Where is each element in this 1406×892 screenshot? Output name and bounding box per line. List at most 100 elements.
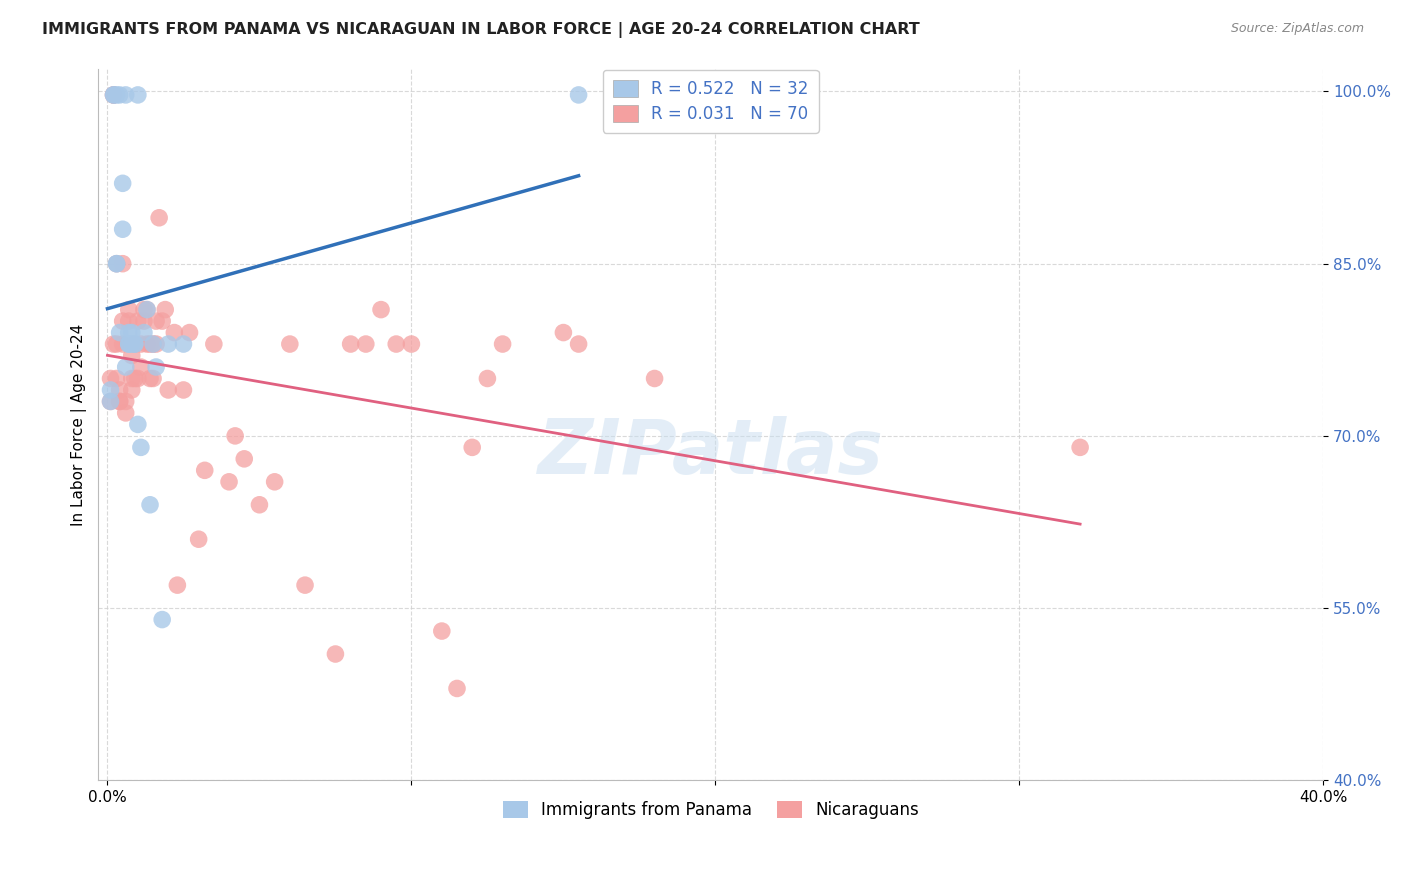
Point	[163, 326, 186, 340]
Point	[150, 314, 173, 328]
Point	[145, 314, 167, 328]
Point	[132, 314, 155, 328]
Point	[129, 337, 152, 351]
Point	[325, 647, 347, 661]
Point	[294, 578, 316, 592]
Point	[202, 337, 225, 351]
Point	[129, 359, 152, 374]
Point	[278, 337, 301, 351]
Point	[108, 326, 131, 340]
Point	[354, 337, 377, 351]
Point	[108, 394, 131, 409]
Point	[139, 498, 162, 512]
Point	[477, 371, 499, 385]
Point	[263, 475, 285, 489]
Point	[124, 337, 146, 351]
Point	[118, 326, 141, 340]
Point	[172, 383, 194, 397]
Point	[108, 383, 131, 397]
Point	[142, 371, 165, 385]
Point	[150, 613, 173, 627]
Point	[124, 337, 146, 351]
Point	[121, 349, 143, 363]
Point	[103, 87, 125, 102]
Point	[218, 475, 240, 489]
Point	[461, 441, 484, 455]
Point	[233, 451, 256, 466]
Point	[136, 302, 159, 317]
Point	[129, 441, 152, 455]
Point	[108, 394, 131, 409]
Point	[111, 257, 134, 271]
Point	[145, 359, 167, 374]
Point	[148, 211, 170, 225]
Point	[1069, 441, 1091, 455]
Point	[172, 337, 194, 351]
Point	[121, 326, 143, 340]
Point	[491, 337, 513, 351]
Point	[127, 371, 149, 385]
Point	[114, 394, 136, 409]
Point	[145, 337, 167, 351]
Point	[139, 371, 162, 385]
Point	[370, 302, 392, 317]
Point	[105, 87, 128, 102]
Point	[249, 498, 271, 512]
Point	[139, 337, 162, 351]
Point	[187, 532, 209, 546]
Point	[179, 326, 201, 340]
Point	[118, 337, 141, 351]
Point	[103, 87, 125, 102]
Text: IMMIGRANTS FROM PANAMA VS NICARAGUAN IN LABOR FORCE | AGE 20-24 CORRELATION CHAR: IMMIGRANTS FROM PANAMA VS NICARAGUAN IN …	[42, 22, 920, 38]
Point	[155, 302, 177, 317]
Point	[100, 371, 122, 385]
Point	[121, 337, 143, 351]
Point	[108, 87, 131, 102]
Point	[142, 337, 165, 351]
Point	[568, 87, 591, 102]
Point	[111, 222, 134, 236]
Point	[127, 314, 149, 328]
Point	[568, 337, 591, 351]
Point	[114, 406, 136, 420]
Point	[118, 302, 141, 317]
Point	[111, 177, 134, 191]
Text: ZIPatlas: ZIPatlas	[538, 416, 884, 490]
Point	[100, 394, 122, 409]
Point	[132, 326, 155, 340]
Point	[124, 371, 146, 385]
Point	[127, 87, 149, 102]
Point	[224, 429, 246, 443]
Point	[105, 337, 128, 351]
Point	[114, 87, 136, 102]
Point	[111, 314, 134, 328]
Point	[339, 337, 361, 351]
Point	[121, 371, 143, 385]
Point	[118, 314, 141, 328]
Point	[121, 383, 143, 397]
Point	[103, 87, 125, 102]
Point	[194, 463, 217, 477]
Legend: Immigrants from Panama, Nicaraguans: Immigrants from Panama, Nicaraguans	[496, 794, 925, 825]
Point	[385, 337, 408, 351]
Point	[114, 359, 136, 374]
Y-axis label: In Labor Force | Age 20-24: In Labor Force | Age 20-24	[72, 323, 87, 525]
Point	[103, 337, 125, 351]
Point	[124, 337, 146, 351]
Point	[118, 337, 141, 351]
Point	[105, 257, 128, 271]
Point	[111, 337, 134, 351]
Point	[430, 624, 453, 638]
Point	[166, 578, 188, 592]
Point	[157, 383, 180, 397]
Point	[105, 257, 128, 271]
Point	[136, 337, 159, 351]
Point	[401, 337, 423, 351]
Point	[553, 326, 575, 340]
Text: Source: ZipAtlas.com: Source: ZipAtlas.com	[1230, 22, 1364, 36]
Point	[100, 394, 122, 409]
Point	[142, 337, 165, 351]
Point	[136, 302, 159, 317]
Point	[157, 337, 180, 351]
Point	[644, 371, 666, 385]
